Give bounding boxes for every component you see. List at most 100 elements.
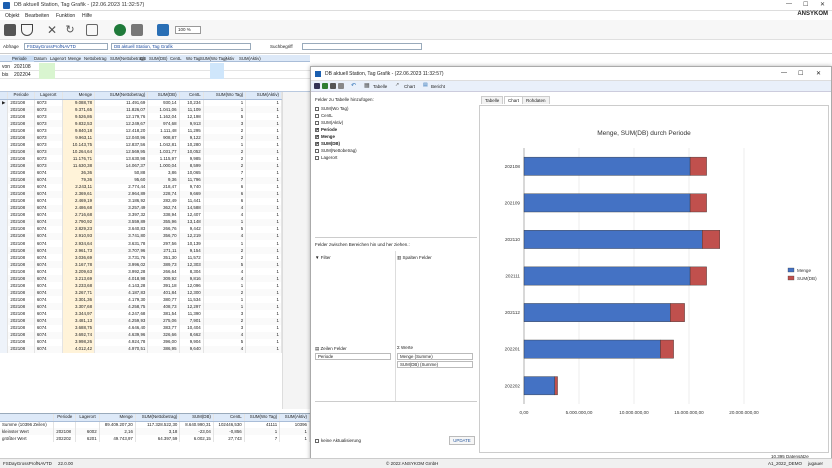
row-indicator[interactable] <box>0 296 9 304</box>
table-cell[interactable]: 2.934,64 <box>62 239 96 248</box>
table-cell[interactable]: 202108 <box>7 106 35 114</box>
filter-column-header[interactable]: CentL <box>170 56 182 61</box>
table-cell[interactable]: 1 <box>245 162 282 170</box>
sum-icon[interactable] <box>157 24 169 36</box>
excel-icon[interactable] <box>322 83 328 89</box>
table-cell[interactable]: 1.031,77 <box>147 148 180 156</box>
table-cell[interactable]: 3.344,97 <box>62 310 96 318</box>
row-indicator[interactable] <box>0 247 9 255</box>
table-cell[interactable]: 12.569,95 <box>94 148 149 156</box>
search-input[interactable] <box>302 43 422 50</box>
bar-sumdb[interactable] <box>670 303 685 322</box>
table-cell[interactable]: 351,30 <box>147 254 180 262</box>
table-cell[interactable]: 6074 <box>34 296 63 304</box>
table-cell[interactable]: 1.041,06 <box>147 106 180 114</box>
table-cell[interactable]: 202108 <box>7 120 35 128</box>
table-cell[interactable]: 2 <box>203 289 247 297</box>
table-cell[interactable]: 4.018,98 <box>94 275 149 283</box>
table-cell[interactable]: 10.264,64 <box>62 148 96 156</box>
table-cell[interactable]: 9,154 <box>179 247 204 255</box>
table-cell[interactable]: 12,297 <box>179 303 204 311</box>
table-cell[interactable]: 11.630,38 <box>62 162 96 170</box>
table-cell[interactable]: 4.924,78 <box>94 338 149 346</box>
table-cell[interactable]: 10,404 <box>179 324 204 332</box>
table-cell[interactable]: 6074 <box>34 218 63 226</box>
table-cell[interactable]: 202108 <box>7 289 35 297</box>
row-indicator[interactable] <box>0 183 9 191</box>
bar-sumdb[interactable] <box>660 339 674 359</box>
run-icon[interactable] <box>114 24 126 36</box>
table-cell[interactable]: 202108 <box>7 204 35 212</box>
table-cell[interactable]: 3.186,92 <box>94 197 149 205</box>
table-cell[interactable]: 1 <box>245 225 282 233</box>
table-cell[interactable]: 9,904 <box>179 338 204 346</box>
table-cell[interactable]: 2.961,73 <box>62 247 96 255</box>
table-cell[interactable]: 6073 <box>34 113 63 121</box>
row-indicator[interactable] <box>0 345 9 353</box>
table-cell[interactable]: 9.526,86 <box>62 113 96 121</box>
table-cell[interactable]: 1 <box>245 211 282 219</box>
filter-row-value[interactable]: 202204 <box>14 72 31 78</box>
bar-menge[interactable] <box>523 376 555 396</box>
row-indicator[interactable] <box>0 331 9 339</box>
checkbox[interactable] <box>315 134 319 140</box>
maximize-button[interactable]: ☐ <box>803 2 809 8</box>
row-indicator[interactable] <box>0 141 9 149</box>
filter-column-header[interactable]: DB <box>140 56 146 61</box>
checkbox[interactable] <box>315 120 319 125</box>
table-cell[interactable]: 4.187,83 <box>94 289 149 297</box>
query-name-field[interactable]: FSDayGrossProfNAVTD <box>24 43 108 50</box>
table-cell[interactable]: 1.162,04 <box>147 113 180 121</box>
table-cell[interactable]: 1.115,97 <box>147 155 180 163</box>
table-row[interactable]: 202108 6074 3.167,78 3.996,02 389,73 12,303 5 1 <box>0 261 282 269</box>
table-cell[interactable]: 6074 <box>34 247 63 255</box>
table-cell[interactable]: 1 <box>245 176 282 184</box>
table-cell[interactable]: 3.640,83 <box>94 225 149 233</box>
table-cell[interactable]: 2.716,68 <box>62 211 96 219</box>
table-cell[interactable]: 12,198 <box>179 113 204 121</box>
table-cell[interactable]: 3.307,68 <box>62 303 96 311</box>
table-cell[interactable]: 1.042,81 <box>147 141 180 149</box>
table-cell[interactable]: 1 <box>203 303 247 311</box>
table-cell[interactable]: 202108 <box>7 148 35 156</box>
table-cell[interactable]: 8,662 <box>179 331 204 339</box>
table-cell[interactable]: 1 <box>245 317 282 325</box>
save-icon[interactable] <box>314 83 320 89</box>
table-row[interactable]: 202108 6074 79,36 95,60 9,36 11,796 7 1 <box>0 176 282 184</box>
tab-rohdaten[interactable]: Rohdaten <box>522 96 550 104</box>
table-cell[interactable]: 10,234 <box>179 99 204 107</box>
table-cell[interactable]: 202108 <box>7 225 35 233</box>
table-row[interactable]: 202108 6073 9.840,18 12.418,20 1.111,48 11,29… <box>0 127 282 135</box>
table-cell[interactable]: 6074 <box>34 183 63 191</box>
row-indicator[interactable] <box>0 148 9 156</box>
query-title-field[interactable]: DB aktuell Station, Tag Grafik <box>111 43 251 50</box>
column-header[interactable]: Lagerort <box>34 92 63 100</box>
table-cell[interactable]: 1 <box>245 282 282 290</box>
row-indicator[interactable] <box>0 134 9 142</box>
table-cell[interactable]: 2.243,11 <box>62 183 96 191</box>
table-cell[interactable]: 2 <box>203 155 247 163</box>
column-header[interactable]: SUM(Aktiv) <box>245 92 282 100</box>
table-cell[interactable]: 11,109 <box>179 106 204 114</box>
table-cell[interactable]: 11,796 <box>179 176 204 184</box>
table-cell[interactable]: 3.213,69 <box>62 275 96 283</box>
table-row[interactable]: 202108 6074 3.267,71 4.187,83 401,84 12,300 2 1 <box>0 289 282 297</box>
table-cell[interactable]: 3.257,49 <box>94 204 149 212</box>
checkbox[interactable] <box>315 148 319 153</box>
table-cell[interactable]: 13.630,98 <box>94 155 149 163</box>
table-cell[interactable]: 11,295 <box>179 127 204 135</box>
table-cell[interactable]: 202108 <box>7 275 35 283</box>
table-row[interactable]: 202108 6074 3.481,13 4.259,93 275,06 7,901 2 1 <box>0 317 282 325</box>
row-indicator[interactable] <box>0 169 9 177</box>
row-indicator[interactable] <box>0 303 9 311</box>
table-cell[interactable]: 202108 <box>7 211 35 219</box>
update-button[interactable]: UPDATE <box>449 436 475 445</box>
menu-hilfe[interactable]: Hilfe <box>82 13 93 19</box>
filter-column-header[interactable]: SUM(Aktiv) <box>239 56 261 61</box>
settings-icon[interactable] <box>338 83 344 89</box>
table-cell[interactable]: 218,47 <box>147 183 180 191</box>
table-cell[interactable]: 2 <box>203 254 247 262</box>
table-cell[interactable]: 5 <box>203 113 247 121</box>
table-cell[interactable]: 309,92 <box>147 275 180 283</box>
table-cell[interactable]: 6073 <box>34 127 63 135</box>
